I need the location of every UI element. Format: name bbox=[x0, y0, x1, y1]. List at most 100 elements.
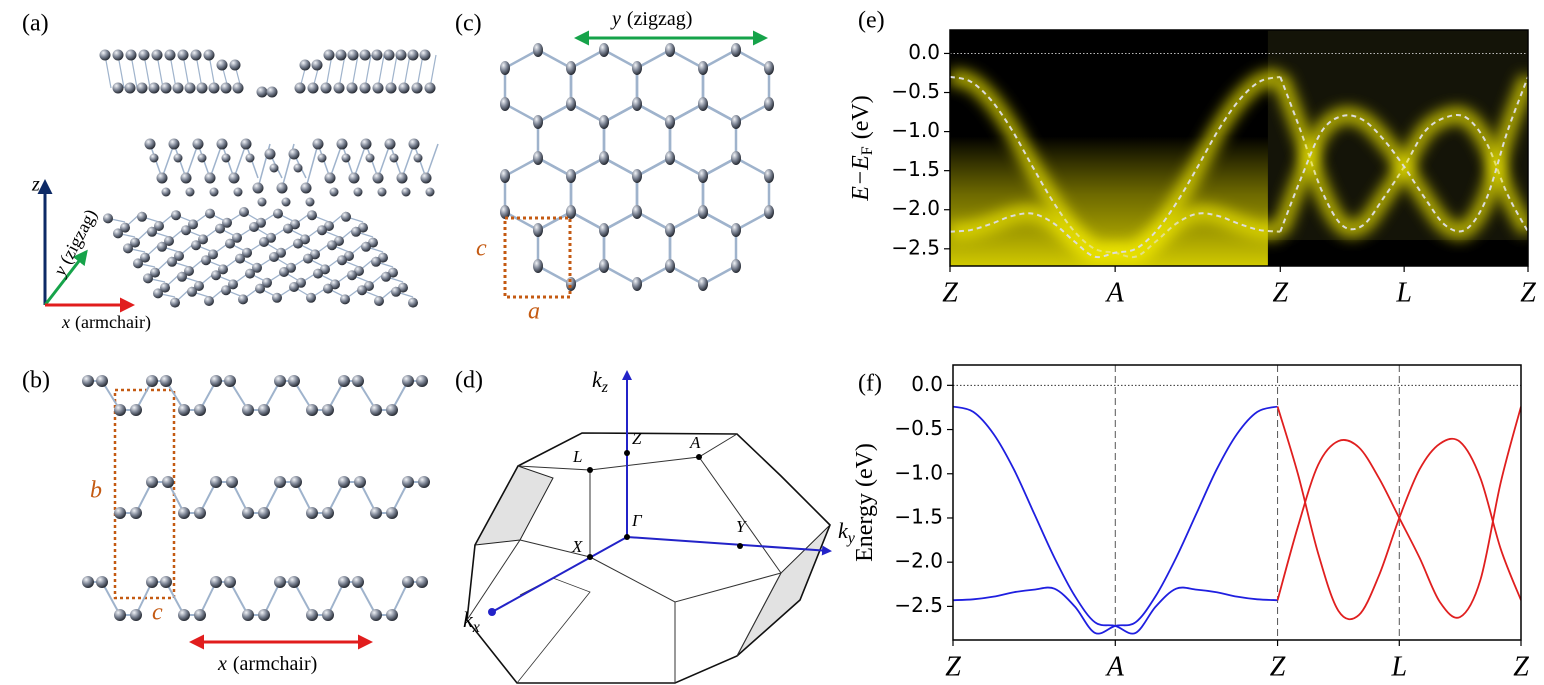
panel-a: (a) z y(zigzag) x (armchair) bbox=[22, 11, 439, 333]
x-tick-label: Z bbox=[945, 651, 961, 682]
atom bbox=[218, 264, 228, 275]
bond bbox=[101, 581, 121, 616]
bond bbox=[537, 48, 572, 70]
atom bbox=[351, 226, 361, 237]
atom bbox=[252, 262, 262, 273]
atom bbox=[259, 237, 269, 247]
atom bbox=[160, 82, 172, 94]
bond bbox=[169, 54, 177, 89]
y-axis-label: E−EF (eV) bbox=[848, 95, 876, 201]
bond bbox=[537, 210, 572, 232]
y-tick-label: −2.0 bbox=[891, 196, 940, 220]
atom bbox=[162, 476, 174, 488]
bond bbox=[570, 210, 605, 232]
structure bbox=[500, 43, 774, 291]
atom bbox=[396, 172, 408, 184]
bond bbox=[263, 581, 281, 616]
bz-edge bbox=[589, 556, 782, 603]
atom bbox=[305, 197, 315, 207]
atom bbox=[258, 507, 270, 519]
atom bbox=[731, 151, 741, 165]
atom bbox=[125, 49, 137, 61]
atom bbox=[500, 205, 510, 219]
y-arrow bbox=[43, 249, 88, 306]
atom bbox=[338, 576, 350, 588]
bond bbox=[327, 581, 345, 616]
atom bbox=[323, 49, 335, 61]
atom bbox=[242, 404, 254, 416]
atom bbox=[313, 268, 323, 279]
panel-label: (c) bbox=[455, 11, 482, 37]
atom bbox=[272, 292, 282, 303]
y-tick-label: −1.0 bbox=[891, 118, 940, 142]
atom bbox=[208, 249, 218, 260]
atom bbox=[172, 82, 184, 94]
atom bbox=[233, 187, 243, 197]
atom bbox=[424, 82, 436, 94]
atom bbox=[353, 187, 363, 197]
axis-symbol: k bbox=[838, 518, 849, 543]
y-tick-label: 0.0 bbox=[908, 40, 940, 64]
atom bbox=[371, 49, 383, 61]
atom bbox=[377, 187, 387, 197]
atom bbox=[221, 285, 231, 296]
y-axis-label-part: F bbox=[859, 146, 876, 155]
atom bbox=[167, 256, 177, 267]
band-line bbox=[953, 405, 1278, 635]
atom bbox=[178, 404, 190, 416]
atom bbox=[731, 115, 741, 129]
atom bbox=[160, 282, 170, 293]
atom bbox=[204, 172, 216, 184]
bond bbox=[669, 48, 704, 70]
atom bbox=[374, 296, 384, 306]
lattice-label: c bbox=[476, 236, 487, 262]
atom bbox=[599, 43, 609, 57]
atom bbox=[333, 82, 345, 94]
k-point-label: A bbox=[689, 433, 701, 452]
axis-label: x (armchair) bbox=[61, 312, 151, 333]
axis-symbol: y bbox=[610, 8, 621, 30]
bond bbox=[229, 581, 249, 616]
bond bbox=[570, 156, 605, 178]
atom bbox=[335, 49, 347, 61]
atom bbox=[361, 241, 371, 252]
bond bbox=[702, 48, 737, 70]
atom bbox=[533, 259, 543, 273]
bond bbox=[504, 102, 539, 124]
atom bbox=[416, 576, 428, 588]
atom bbox=[96, 375, 108, 387]
atom bbox=[210, 476, 222, 488]
atom bbox=[336, 138, 348, 150]
atom bbox=[143, 273, 153, 284]
kx-end bbox=[488, 608, 496, 616]
atom bbox=[359, 49, 371, 61]
atom bbox=[306, 507, 318, 519]
atom bbox=[311, 59, 323, 71]
bond bbox=[636, 48, 671, 70]
panel-label: (d) bbox=[455, 368, 483, 394]
atom bbox=[187, 286, 197, 297]
atom bbox=[337, 255, 347, 266]
atom bbox=[354, 476, 366, 488]
bond bbox=[357, 581, 377, 616]
atom bbox=[170, 297, 180, 308]
y-tick-label: −2.5 bbox=[894, 593, 943, 617]
k-point bbox=[696, 454, 702, 460]
panel-b: (b) b c x (armchair) bbox=[22, 368, 430, 675]
atom bbox=[120, 222, 130, 233]
bond bbox=[537, 156, 572, 178]
x-tick-label: L bbox=[1395, 277, 1412, 308]
atom bbox=[288, 375, 300, 387]
axis-text: (armchair) bbox=[233, 653, 317, 675]
atom bbox=[327, 240, 337, 251]
bond bbox=[636, 102, 671, 124]
atom bbox=[173, 153, 183, 163]
atom bbox=[114, 404, 126, 416]
atom bbox=[151, 49, 163, 61]
atom bbox=[225, 238, 235, 249]
atom bbox=[500, 61, 510, 75]
bz-edge bbox=[517, 433, 738, 471]
atom bbox=[322, 404, 334, 416]
k-point bbox=[624, 450, 630, 456]
atom bbox=[411, 82, 423, 94]
